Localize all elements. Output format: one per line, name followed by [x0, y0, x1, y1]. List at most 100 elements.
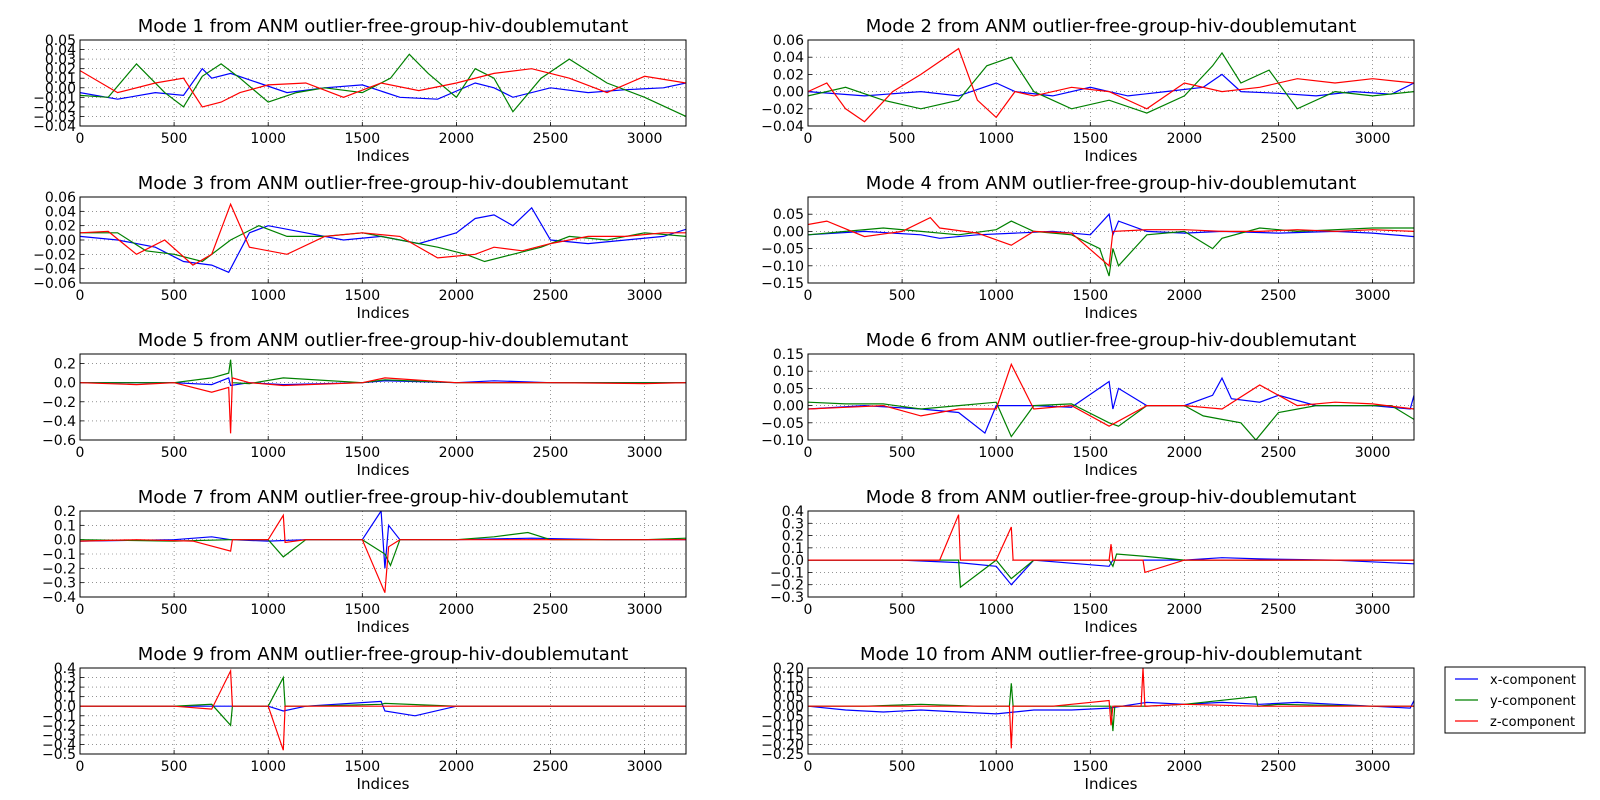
- series-x-component: [80, 511, 686, 569]
- y-tick-label: 0.00: [773, 224, 804, 240]
- y-tick-label: 0.10: [773, 364, 804, 380]
- x-tick-label: 500: [889, 288, 916, 304]
- x-tick-label: 1500: [344, 131, 380, 147]
- x-tick-label: 0: [76, 602, 85, 618]
- legend-label-y: y-component: [1490, 694, 1576, 709]
- chart-panel-8: Mode 8 from ANM outlier-free-group-hiv-d…: [770, 487, 1415, 636]
- chart-title: Mode 10 from ANM outlier-free-group-hiv-…: [860, 644, 1362, 665]
- y-tick-label: 0.1: [54, 690, 76, 706]
- y-tick-label: −0.3: [42, 576, 76, 592]
- x-tick-label: 2000: [439, 602, 475, 618]
- legend-label-x: x-component: [1490, 673, 1576, 688]
- x-tick-label: 2500: [1261, 445, 1297, 461]
- x-tick-label: 500: [889, 602, 916, 618]
- series-z-component: [808, 216, 1414, 268]
- series-x-component: [808, 73, 1414, 97]
- y-tick-label: 0.01: [45, 71, 76, 87]
- chart-title: Mode 9 from ANM outlier-free-group-hiv-d…: [138, 644, 629, 665]
- y-tick-label: −0.2: [42, 561, 76, 577]
- y-tick-label: −0.02: [33, 247, 76, 263]
- y-tick-label: −0.3: [42, 728, 76, 744]
- y-tick-label: 0.00: [773, 85, 804, 101]
- y-tick-label: −0.4: [42, 590, 76, 606]
- x-tick-label: 500: [161, 445, 188, 461]
- x-tick-label: 1000: [978, 288, 1014, 304]
- x-tick-label: 500: [161, 602, 188, 618]
- x-axis-label: Indices: [357, 618, 410, 636]
- y-tick-label: 0.00: [45, 233, 76, 249]
- series-y-component: [80, 359, 686, 385]
- x-tick-label: 0: [76, 759, 85, 775]
- x-tick-label: 0: [76, 445, 85, 461]
- y-tick-label: 0.20: [773, 661, 804, 677]
- chart-panel-10: Mode 10 from ANM outlier-free-group-hiv-…: [761, 644, 1415, 793]
- y-tick-label: 0.05: [773, 381, 804, 397]
- y-tick-label: −0.6: [42, 433, 76, 449]
- y-tick-label: −0.25: [761, 747, 804, 763]
- chart-panel-6: Mode 6 from ANM outlier-free-group-hiv-d…: [761, 330, 1415, 479]
- series-z-component: [808, 362, 1414, 427]
- y-tick-label: 0.3: [54, 671, 76, 687]
- x-tick-label: 2000: [1167, 602, 1203, 618]
- x-tick-label: 2500: [533, 445, 569, 461]
- x-tick-label: 2500: [533, 131, 569, 147]
- axes-frame: [79, 667, 687, 755]
- x-tick-label: 2500: [1261, 759, 1297, 775]
- x-tick-label: 500: [161, 288, 188, 304]
- y-tick-label: −0.2: [42, 395, 76, 411]
- chart-title: Mode 4 from ANM outlier-free-group-hiv-d…: [866, 173, 1357, 194]
- x-tick-label: 2500: [533, 288, 569, 304]
- y-tick-label: −0.01: [33, 90, 76, 106]
- y-tick-label: −0.4: [42, 414, 76, 430]
- x-tick-label: 500: [889, 445, 916, 461]
- y-tick-label: 0.04: [45, 204, 76, 220]
- x-tick-label: 3000: [1355, 602, 1391, 618]
- x-tick-label: 3000: [1355, 288, 1391, 304]
- x-tick-label: 0: [804, 759, 813, 775]
- series-z-component: [808, 668, 1414, 749]
- series-z-component: [808, 47, 1414, 123]
- y-tick-label: 0.15: [773, 347, 804, 363]
- y-tick-label: −0.05: [761, 709, 804, 725]
- y-tick-label: 0.05: [45, 33, 76, 49]
- x-tick-label: 2500: [1261, 602, 1297, 618]
- y-tick-label: −0.04: [33, 262, 76, 278]
- y-tick-label: 0.00: [773, 399, 804, 415]
- x-tick-label: 1500: [344, 288, 380, 304]
- series-y-component: [808, 553, 1414, 589]
- x-tick-label: 0: [76, 131, 85, 147]
- x-axis-label: Indices: [1085, 461, 1138, 479]
- y-tick-label: −0.10: [761, 718, 804, 734]
- x-tick-label: 2000: [439, 131, 475, 147]
- y-tick-label: 0.06: [45, 190, 76, 206]
- series-y-component: [80, 225, 686, 263]
- x-tick-label: 2500: [1261, 131, 1297, 147]
- y-tick-label: 0.0: [782, 553, 804, 569]
- y-tick-label: −0.2: [770, 578, 804, 594]
- x-tick-label: 1000: [978, 445, 1014, 461]
- x-tick-label: 0: [804, 131, 813, 147]
- series-y-component: [80, 53, 686, 117]
- x-axis-label: Indices: [1085, 618, 1138, 636]
- y-tick-label: 0.00: [45, 81, 76, 97]
- y-tick-label: 0.4: [782, 504, 804, 520]
- x-tick-label: 1500: [1072, 759, 1108, 775]
- y-tick-label: −0.02: [33, 100, 76, 116]
- x-tick-label: 2500: [533, 759, 569, 775]
- x-tick-label: 1000: [978, 759, 1014, 775]
- y-tick-label: −0.03: [33, 109, 76, 125]
- x-tick-label: 1000: [250, 131, 286, 147]
- x-tick-label: 0: [804, 288, 813, 304]
- y-tick-label: 0.00: [773, 699, 804, 715]
- x-tick-label: 500: [161, 131, 188, 147]
- y-tick-label: 0.04: [45, 43, 76, 59]
- series-x-component: [808, 376, 1414, 435]
- chart-title: Mode 5 from ANM outlier-free-group-hiv-d…: [138, 330, 629, 351]
- y-tick-label: −0.04: [33, 119, 76, 135]
- x-tick-label: 1000: [250, 759, 286, 775]
- chart-panel-4: Mode 4 from ANM outlier-free-group-hiv-d…: [761, 173, 1415, 322]
- series-z-component: [80, 668, 686, 751]
- x-tick-label: 1500: [344, 602, 380, 618]
- chart-panel-7: Mode 7 from ANM outlier-free-group-hiv-d…: [42, 487, 687, 636]
